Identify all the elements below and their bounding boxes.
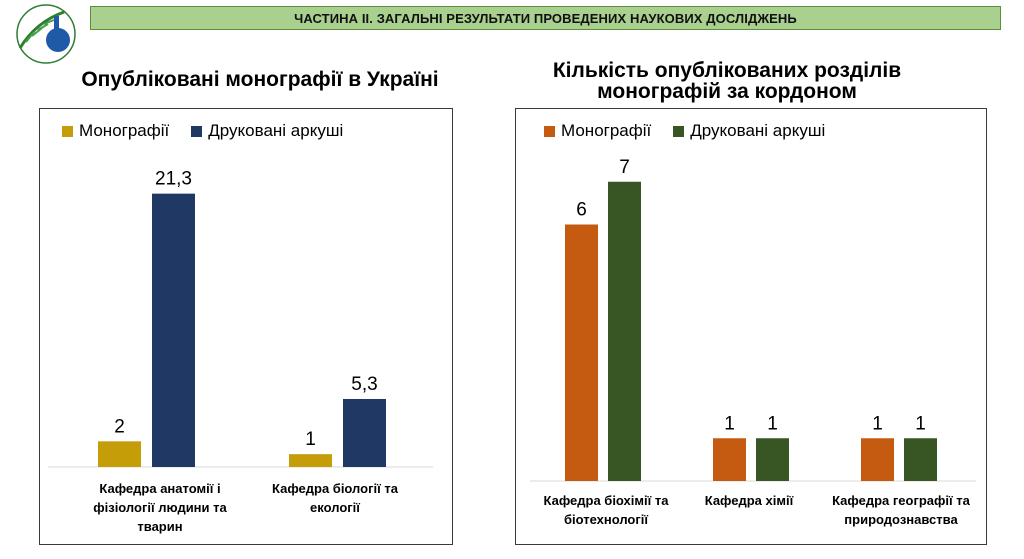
legend-item-monographs: Монографії — [62, 121, 169, 141]
data-label: 7 — [619, 157, 630, 178]
category-label: Кафедра анатомії і фізіології людини та … — [93, 481, 227, 534]
category-label: Кафедра хімії — [704, 493, 794, 508]
bar-chart-right: 6 7 1 1 1 1 — [530, 157, 976, 482]
legend-label: Монографії — [561, 121, 652, 140]
legend-label: Друковані аркуші — [208, 121, 344, 140]
legend-swatch — [62, 125, 73, 137]
data-label: 21,3 — [155, 169, 192, 190]
chart-panel-right: Монографії Друковані аркуші 6 7 1 1 1 1 Кафед… — [515, 108, 987, 545]
data-label: 5,3 — [351, 374, 377, 395]
bar-sheets — [152, 193, 195, 467]
bar-monographs — [861, 438, 894, 481]
data-label: 1 — [767, 413, 778, 434]
bar-sheets — [343, 398, 386, 467]
legend-item-sheets: Друковані аркуші — [673, 121, 825, 141]
data-label: 2 — [114, 416, 125, 437]
chart-title-left: Опубліковані монографії в Україні — [81, 68, 439, 91]
chart-title-right: Кількість опублікованих розділів моногра… — [552, 59, 902, 103]
section-banner: ЧАСТИНА ІІ. ЗАГАЛЬНІ РЕЗУЛЬТАТИ ПРОВЕДЕН… — [90, 6, 1001, 30]
legend-swatch — [673, 125, 685, 137]
legend: Монографії Друковані аркуші — [544, 121, 847, 141]
legend-label: Друковані аркуші — [690, 121, 826, 140]
category-label: Кафедра біохімії та біотехнології — [543, 493, 669, 527]
data-label: 1 — [305, 429, 316, 450]
data-label: 1 — [915, 413, 926, 434]
data-label: 1 — [872, 413, 883, 434]
category-label: Кафедра біології та екології — [272, 481, 398, 515]
bar-chart-left: 2 21,3 1 5,3 — [48, 169, 433, 468]
bar-sheets — [756, 438, 789, 481]
bar-sheets — [904, 438, 937, 481]
university-logo-icon — [16, 4, 76, 64]
bar-monographs — [565, 224, 598, 481]
bar-monographs — [98, 441, 141, 467]
bar-monographs — [289, 454, 332, 467]
legend-swatch — [544, 125, 555, 137]
bar-sheets — [608, 181, 641, 481]
data-label: 1 — [724, 413, 735, 434]
legend-swatch — [191, 125, 203, 137]
category-label: Кафедра географії та природознавства — [832, 493, 970, 527]
legend-label: Монографії — [79, 121, 170, 140]
chart-panel-left: Монографії Друковані аркуші 2 21,3 1 5,3 Ка… — [39, 108, 453, 545]
bar-monographs — [713, 438, 746, 481]
legend-item-sheets: Друковані аркуші — [191, 121, 343, 141]
legend-item-monographs: Монографії — [544, 121, 651, 141]
legend: Монографії Друковані аркуші — [62, 121, 365, 141]
data-label: 6 — [576, 200, 587, 221]
